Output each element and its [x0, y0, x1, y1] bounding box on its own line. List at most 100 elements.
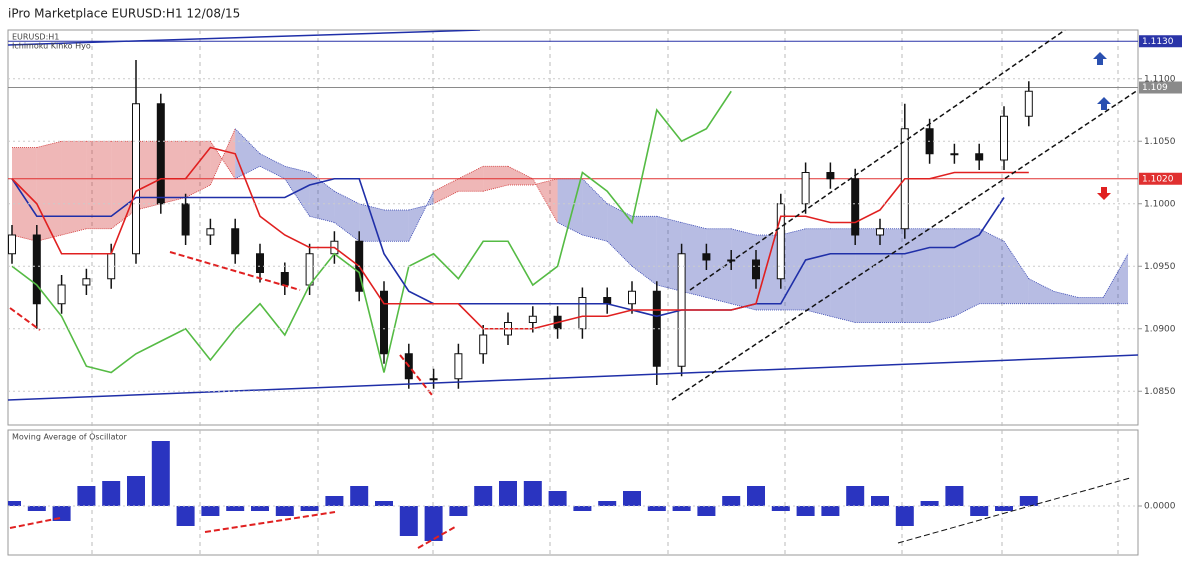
cloud-edge — [656, 284, 682, 292]
cloud — [855, 228, 880, 323]
oscillator-panel — [7, 429, 1139, 556]
bar — [598, 501, 617, 506]
candle-body — [578, 297, 587, 330]
candle-body — [950, 153, 959, 156]
cloud — [632, 216, 657, 285]
cloud-edge — [706, 297, 732, 305]
y-tick-label: 1.0900 — [1144, 324, 1176, 334]
bar — [895, 506, 914, 526]
candle-body — [826, 172, 835, 180]
cloud-edge — [259, 165, 285, 180]
bar — [201, 506, 220, 516]
cloud — [954, 228, 980, 317]
cloud — [309, 172, 335, 223]
cloud-edge — [334, 190, 360, 205]
cloud — [408, 191, 434, 242]
bar — [523, 481, 542, 506]
cloud-edge — [979, 228, 1005, 242]
candle-body — [181, 203, 190, 236]
cloud — [1004, 241, 1029, 304]
candle-body — [380, 290, 388, 355]
cloud — [1078, 297, 1104, 304]
candle-body — [801, 172, 810, 205]
bar — [399, 506, 418, 536]
cloud-edge — [135, 203, 161, 211]
cloud-edge — [1102, 253, 1129, 298]
oscillator-plot — [8, 441, 1038, 541]
bar — [449, 506, 468, 516]
bar — [722, 496, 741, 506]
cloud-edge — [929, 315, 955, 323]
bar — [995, 506, 1013, 511]
bar — [102, 481, 121, 506]
bar — [77, 486, 96, 506]
cloud-edge — [160, 197, 186, 205]
cloud-edge — [36, 140, 62, 148]
bar — [300, 506, 319, 511]
bar — [52, 506, 71, 521]
cloud — [880, 228, 905, 323]
cloud-edge — [259, 153, 285, 167]
bar — [27, 506, 46, 511]
bar — [672, 506, 691, 511]
cloud-edge — [1028, 278, 1054, 292]
indicator-line — [11, 90, 732, 374]
cloud — [359, 203, 384, 242]
bar — [970, 506, 989, 516]
cloud-edge — [1053, 290, 1079, 298]
cloud — [780, 228, 806, 310]
cloud-edge — [607, 203, 633, 217]
cloud-edge — [210, 141, 236, 179]
bar — [871, 496, 889, 506]
price-tag-label: 1.109 — [1142, 83, 1168, 93]
cloud — [607, 203, 632, 267]
cloud-edge — [532, 178, 558, 186]
cloud-edge — [805, 309, 831, 317]
bar — [325, 496, 344, 506]
cloud — [681, 222, 707, 298]
candle-body — [454, 353, 463, 380]
candle-body — [702, 253, 711, 261]
candle-body — [82, 278, 91, 286]
bar — [623, 491, 641, 506]
cloud-edge — [731, 228, 757, 236]
candle-body — [206, 228, 215, 236]
cloud — [805, 228, 831, 317]
cloud — [61, 141, 87, 235]
oscillator-title: Moving Average of Oscillator — [12, 433, 128, 442]
indicator-line — [11, 177, 1005, 318]
cloud-edge — [656, 215, 682, 223]
cloud — [36, 141, 62, 242]
cloud-edge — [359, 203, 385, 211]
cloud — [508, 166, 533, 185]
cloud — [384, 210, 409, 242]
oscillator-trend-lines — [9, 477, 1131, 549]
cloud — [160, 141, 186, 204]
cloud-edge — [210, 128, 236, 186]
candle-body — [528, 315, 537, 323]
indicator-line — [11, 146, 1029, 330]
indicator-label: Ichimoku Kinko Hyo — [12, 42, 91, 51]
candle-body — [305, 253, 314, 286]
y-tick-label: 1.1050 — [1144, 137, 1176, 147]
bar — [350, 486, 369, 506]
cloud-edge — [681, 290, 707, 298]
candle-body — [132, 103, 140, 255]
bar — [151, 441, 170, 506]
cloud-edge — [458, 165, 484, 180]
bar — [1019, 496, 1038, 506]
candle-body — [776, 203, 785, 280]
cloud — [1053, 291, 1079, 304]
y-tick-label: 1.1000 — [1144, 199, 1176, 209]
cloud-edge — [309, 215, 335, 223]
cloud-edge — [582, 234, 608, 242]
cloud — [433, 178, 459, 204]
cloud — [235, 128, 260, 179]
bar — [647, 506, 666, 511]
cloud-edge — [185, 184, 211, 198]
candle-body — [8, 234, 16, 255]
cloud — [929, 228, 955, 323]
candle-body — [1000, 115, 1008, 161]
trend-lines — [8, 30, 1138, 401]
cloud-edge — [408, 203, 434, 211]
